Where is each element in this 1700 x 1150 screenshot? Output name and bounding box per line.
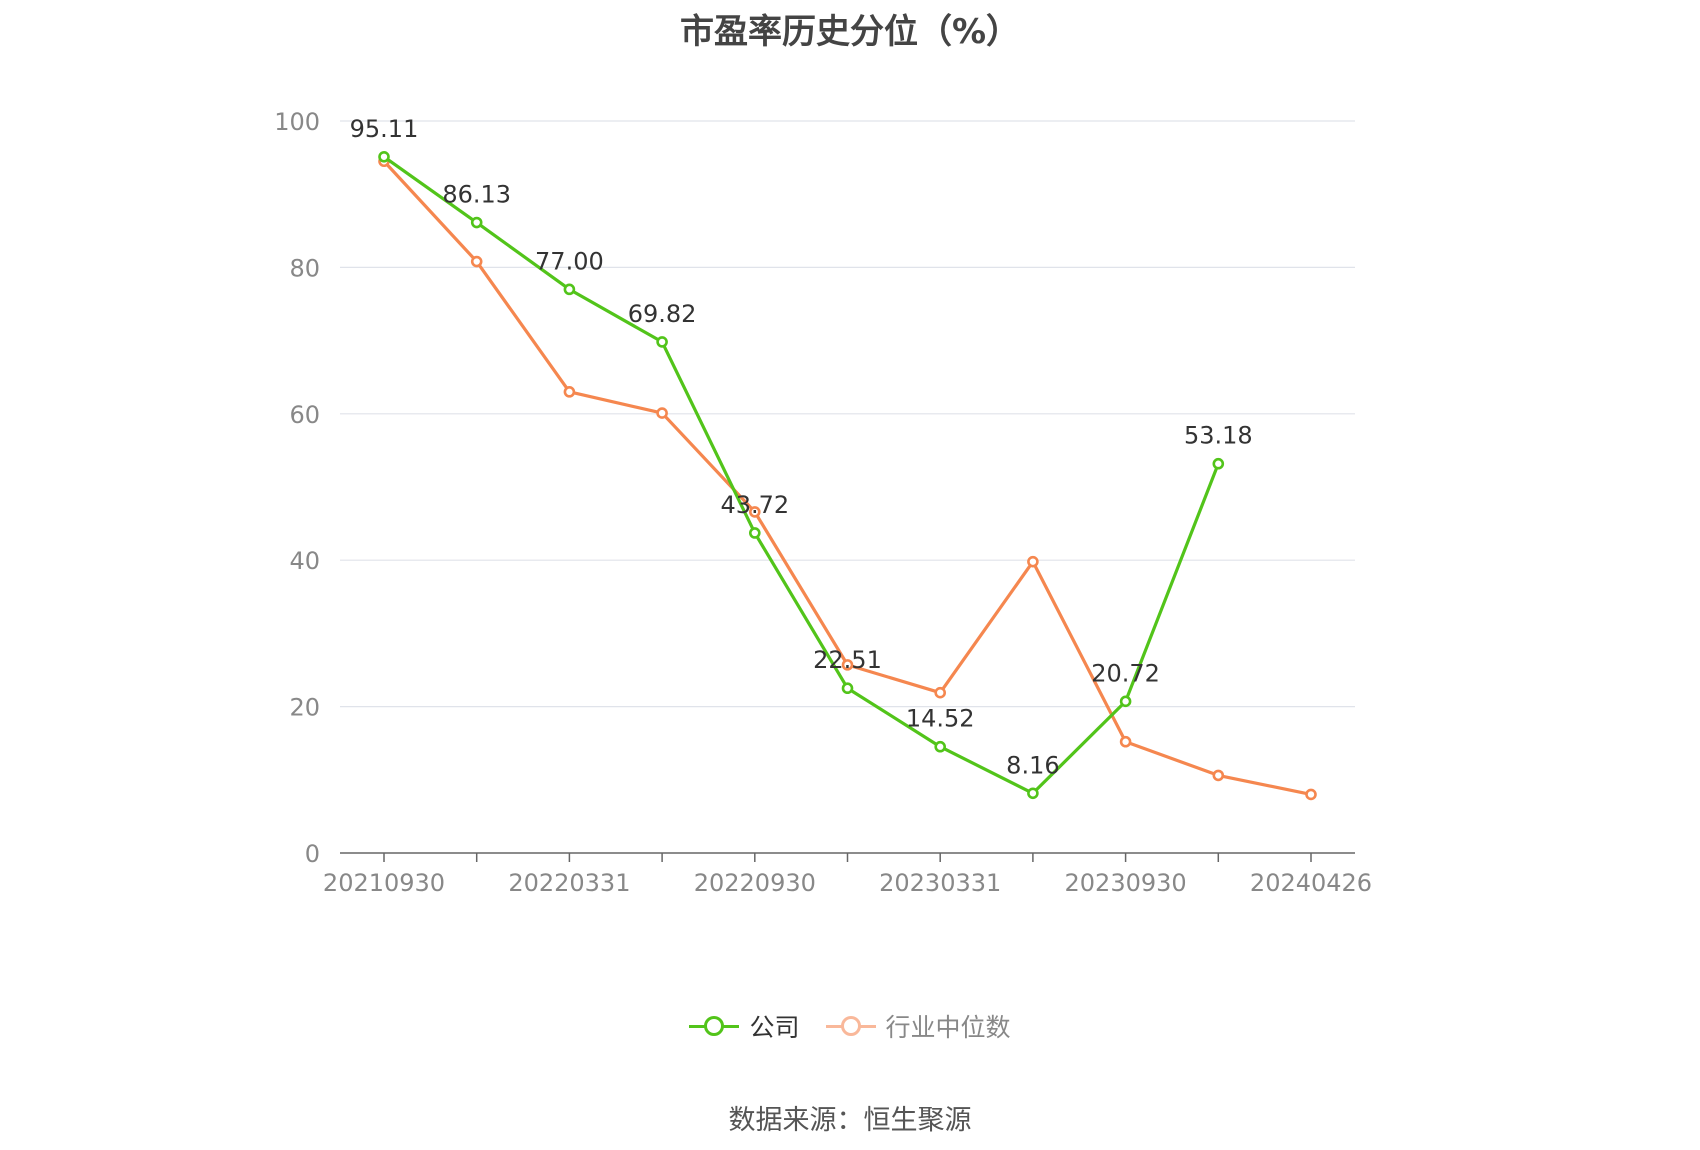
legend-item-industry[interactable]: 行业中位数 [825,1008,1011,1044]
point-industry-4 [748,506,761,518]
x-tick-label-8: 20230930 [1065,869,1187,897]
point-company-9 [1212,457,1225,470]
data-label-company-6: 14.52 [906,705,975,733]
point-industry-5 [841,659,854,671]
point-company-1 [470,216,483,229]
data-label-company-5: 22.51 [813,646,882,674]
data-label-company-1: 86.13 [442,181,511,209]
point-company-6 [934,740,947,753]
legend: 公司 行业中位数 [0,1008,1700,1044]
x-tick-label-4: 20220930 [694,869,816,897]
legend-company-label: 公司 [749,1013,800,1042]
legend-item-company[interactable]: 公司 [689,1008,800,1044]
y-tick-label-1: 20 [289,694,320,722]
point-company-8 [1119,695,1132,708]
data-label-company-0: 95.11 [350,115,419,143]
x-tick-label-2: 20220331 [508,869,630,897]
grid-lines [340,120,1355,708]
data-labels: 95.11 86.13 77.00 69.82 43.72 22.51 14.52 8.16 2… [350,115,1253,779]
data-label-company-4: 43.72 [720,491,789,519]
y-tick-label-4: 80 [289,254,320,282]
legend-industry-label: 行业中位数 [885,1013,1011,1042]
point-industry-6 [934,686,947,699]
data-label-company-2: 77.00 [535,247,604,275]
x-tick-label-10: 20240426 [1250,869,1372,897]
point-industry-1 [470,255,483,268]
point-industry-3 [656,407,668,419]
x-tick-label-6: 20230331 [879,869,1001,897]
point-company-0 [378,150,390,163]
point-company-2 [563,283,576,296]
point-industry-2 [563,386,576,398]
point-company-3 [656,336,668,348]
point-industry-9 [1212,769,1225,782]
data-label-company-9: 53.18 [1184,422,1253,450]
point-company-5 [841,682,854,695]
y-tick-label-5: 100 [274,108,320,136]
data-source: 数据来源：恒生聚源 [728,1105,972,1136]
point-industry-8 [1119,735,1132,748]
point-industry-7 [1027,555,1039,568]
point-industry-10 [1305,788,1317,801]
series-lines [378,150,1317,801]
series-line-company [383,155,1220,795]
y-tick-label-3: 60 [289,401,320,429]
point-company-4 [748,527,761,539]
legend-company-marker-icon [689,1016,740,1036]
data-label-company-8: 20.72 [1091,659,1160,687]
y-tick-label-0: 0 [305,840,320,868]
chart-title: 市盈率历史分位（%） [679,12,1021,52]
legend-industry-marker-icon [825,1016,876,1036]
y-axis: 0 20 40 60 80 100 [274,108,320,868]
data-label-company-3: 69.82 [628,300,697,328]
y-tick-label-2: 40 [289,547,320,575]
x-tick-label-0: 20210930 [323,869,445,897]
point-company-7 [1027,787,1039,800]
x-axis: 20210930 20220331 20220930 20230331 20230930… [323,852,1372,897]
data-label-company-7: 8.16 [1006,751,1059,779]
